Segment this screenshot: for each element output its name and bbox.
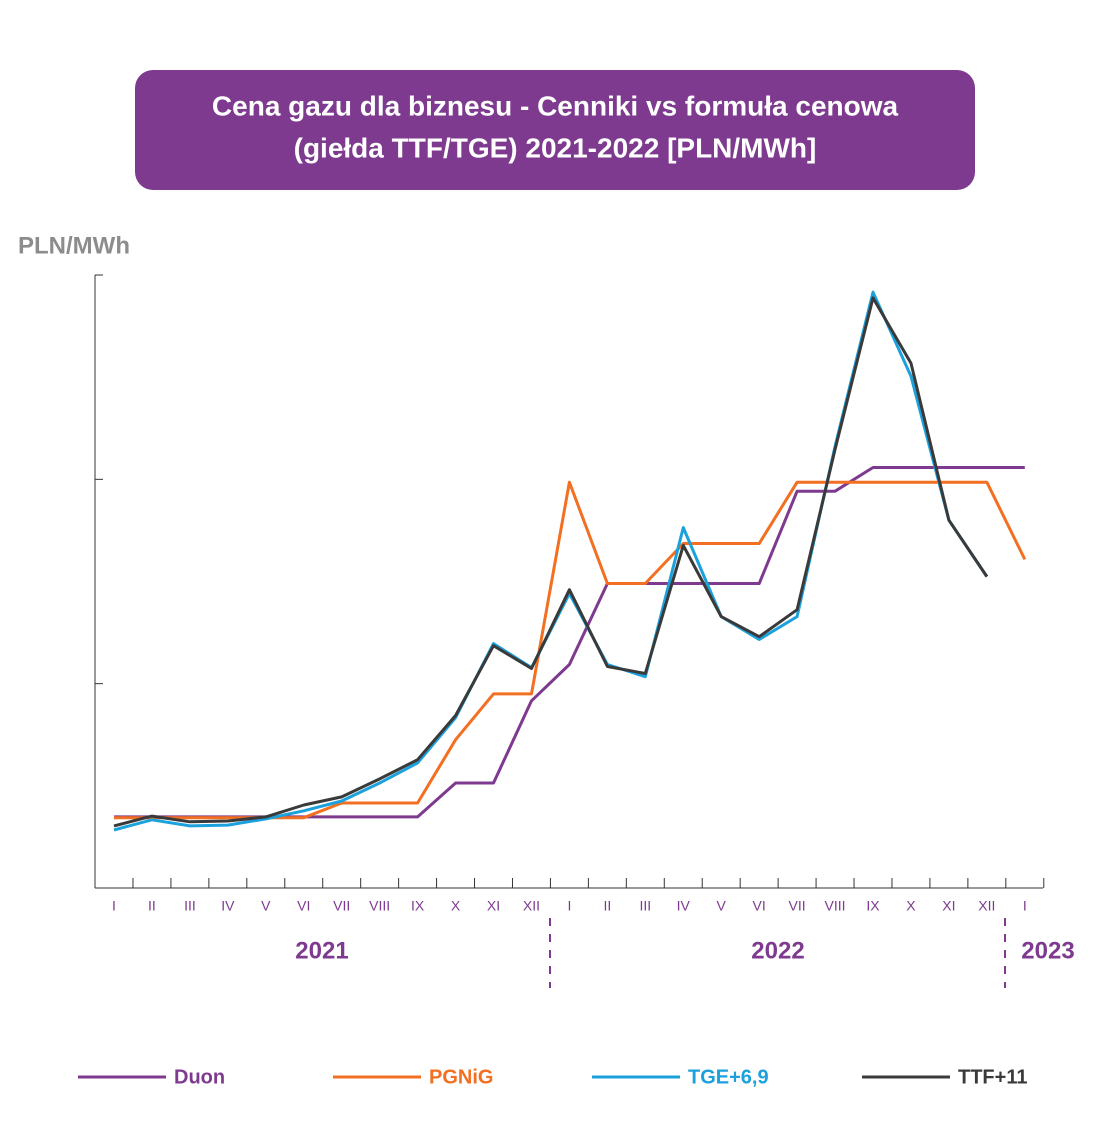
x-tick-label: III [639,898,651,914]
x-tick-label: XI [942,898,955,914]
year-label: 2023 [1021,937,1074,964]
x-tick-label: V [717,898,727,914]
series-line [114,466,1025,819]
x-tick-label: X [906,898,916,914]
x-tick-label: I [1023,898,1027,914]
legend-label: TGE+6,9 [688,1066,769,1088]
x-tick-label: XI [487,898,500,914]
x-tick-label: I [567,898,571,914]
x-tick-label: VIII [825,898,846,914]
legend-label: TTF+11 [958,1066,1027,1088]
x-tick-label: IX [866,898,880,914]
legend-label: Duon [174,1066,225,1088]
x-tick-label: VII [333,898,350,914]
chart-subtitle: (giełda TTF/TGE) 2021-2022 [PLN/MWh] [294,132,817,163]
x-tick-label: VI [753,898,766,914]
x-tick-label: I [112,898,116,914]
y-axis-label: PLN/MWh [18,232,130,259]
x-tick-label: VI [297,898,310,914]
x-tick-label: VIII [369,898,390,914]
x-tick-label: II [603,898,611,914]
series-line [114,480,1027,820]
x-tick-label: III [184,898,196,914]
year-label: 2022 [751,937,804,964]
x-tick-label: XII [978,898,995,914]
year-label: 2021 [295,937,348,964]
chart-title: Cena gazu dla biznesu - Cenniki vs formu… [212,90,899,121]
x-tick-label: XII [523,898,540,914]
series-line [113,290,989,832]
x-tick-label: V [261,898,271,914]
x-tick-label: IV [677,898,691,914]
x-tick-label: IX [411,898,425,914]
x-tick-label: X [451,898,461,914]
x-tick-label: VII [789,898,806,914]
x-tick-label: IV [221,898,235,914]
x-tick-label: II [148,898,156,914]
legend-label: PGNiG [429,1066,493,1088]
title-box [135,70,975,190]
series-line [113,296,989,828]
